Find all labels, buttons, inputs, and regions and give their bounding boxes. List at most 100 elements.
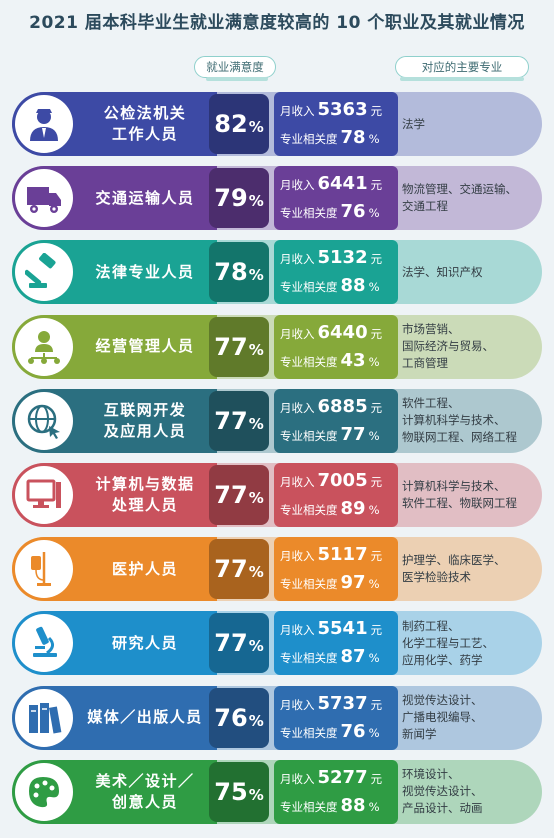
table-row: 经营管理人员 77% 月收入 6440 元专业相关度 43% 市场营销、 国际经济与贸易、 … (12, 314, 542, 379)
majors-text: 市场营销、 国际经济与贸易、 工商管理 (402, 322, 494, 371)
income-label: 月收入 (280, 475, 315, 489)
occupation-name: 公检法机关 工作人员 (103, 104, 187, 143)
relevance-percent-sign: % (368, 132, 380, 146)
relevance-label: 专业相关度 (280, 799, 338, 814)
relevance-label: 专业相关度 (280, 577, 338, 592)
income-unit: 元 (370, 771, 383, 786)
income-unit: 元 (370, 697, 383, 712)
satisfaction-percent-sign: % (248, 489, 264, 507)
relevance-value: 76 (340, 720, 366, 742)
relevance-value: 97 (340, 572, 366, 594)
income-value: 7005 (317, 470, 368, 491)
income-label: 月收入 (280, 400, 315, 415)
icon-circle (15, 614, 73, 673)
satisfaction-value: 77% (209, 390, 269, 451)
occupation-name: 美术／设计／ 创意人员 (95, 771, 195, 811)
icon-circle (15, 243, 73, 302)
income-unit: 元 (370, 475, 383, 489)
income-value: 6441 (317, 173, 368, 195)
stats-box: 月收入 6440 元专业相关度 43% (274, 314, 398, 379)
table-row: 法律专业人员 78% 月收入 5132 元专业相关度 88% 法学、知识产权 (12, 240, 542, 305)
relevance-percent-sign: % (368, 651, 380, 666)
income-value: 5117 (317, 544, 368, 566)
income-unit: 元 (370, 400, 383, 415)
income-value: 6885 (317, 395, 368, 417)
income-label: 月收入 (280, 178, 315, 193)
income-line: 月收入 5541 元 (280, 618, 382, 639)
income-unit: 元 (370, 104, 383, 118)
header-majors: 对应的主要专业 (395, 56, 529, 78)
icon-circle (15, 169, 73, 228)
microscope-icon (33, 627, 57, 658)
icon-circle (15, 317, 73, 376)
income-line: 月收入 5132 元 (280, 247, 382, 268)
icon-circle (15, 540, 73, 599)
table-row: 计算机与数据 处理人员 77% 月收入 7005 元专业相关度 89% 计算机科学与技术、 … (12, 463, 542, 527)
relevance-value: 88 (340, 275, 366, 297)
stats-box: 月收入 5737 元专业相关度 76% (274, 685, 398, 750)
icon-circle (15, 466, 73, 524)
manager-icon (28, 330, 60, 364)
income-label: 月收入 (280, 623, 315, 638)
satisfaction-percent-sign: % (248, 637, 264, 656)
income-line: 月收入 7005 元 (280, 470, 382, 491)
relevance-percent-sign: % (368, 725, 380, 740)
income-line: 月收入 6440 元 (280, 322, 382, 343)
income-line: 月收入 6885 元 (280, 396, 382, 417)
stats-box: 月收入 6885 元专业相关度 77% (274, 388, 398, 453)
occupation-name: 法律专业人员 (95, 262, 195, 281)
relevance-line: 专业相关度 77% (280, 424, 380, 445)
income-label: 月收入 (280, 104, 315, 118)
relevance-percent-sign: % (368, 577, 380, 592)
satisfaction-value: 78% (209, 242, 269, 303)
satisfaction-value: 77% (209, 539, 269, 600)
relevance-percent-sign: % (368, 503, 380, 517)
relevance-value: 87 (340, 646, 366, 668)
income-label: 月收入 (280, 697, 315, 712)
relevance-label: 专业相关度 (280, 428, 338, 443)
relevance-value: 89 (340, 498, 366, 519)
satisfaction-value: 75% (209, 761, 269, 822)
relevance-percent-sign: % (368, 206, 380, 221)
satisfaction-number: 79 (214, 184, 248, 213)
table-row: 交通运输人员 79% 月收入 6441 元专业相关度 76% 物流管理、交通运输、 交通工程 (12, 166, 542, 231)
occupation-name: 研究人员 (111, 633, 178, 652)
computer-icon (26, 479, 61, 508)
satisfaction-value: 79% (209, 168, 269, 229)
satisfaction-value: 77% (209, 316, 269, 377)
satisfaction-percent-sign: % (248, 563, 264, 582)
table-row: 公检法机关 工作人员 82% 月收入 5363 元专业相关度 78% 法学 (12, 92, 542, 156)
majors-text: 计算机科学与技术、 软件工程、物联网工程 (402, 479, 517, 510)
icon-circle (15, 95, 73, 153)
relevance-percent-sign: % (368, 799, 380, 814)
relevance-percent-sign: % (368, 428, 380, 443)
relevance-value: 78 (340, 127, 366, 148)
stats-box: 月收入 5541 元专业相关度 87% (274, 611, 398, 676)
header-satisfaction: 就业满意度 (194, 56, 276, 78)
relevance-line: 专业相关度 76% (280, 721, 380, 742)
stats-box: 月收入 5363 元专业相关度 78% (274, 92, 398, 156)
income-unit: 元 (370, 252, 383, 267)
occupation-name: 互联网开发 及应用人员 (103, 400, 187, 440)
satisfaction-value: 76% (209, 687, 269, 748)
books-icon (29, 702, 62, 734)
income-value: 5277 (317, 766, 368, 788)
relevance-label: 专业相关度 (280, 280, 338, 295)
relevance-percent-sign: % (368, 354, 380, 369)
table-row: 媒体／出版人员 76% 月收入 5737 元专业相关度 76% 视觉传达设计、 广播电视编导… (12, 685, 542, 750)
satisfaction-percent-sign: % (248, 192, 264, 211)
iv-drip-icon (31, 552, 51, 587)
occupation-name: 医护人员 (111, 559, 178, 578)
satisfaction-percent-sign: % (248, 711, 264, 730)
relevance-value: 76 (340, 201, 366, 223)
income-label: 月收入 (280, 252, 315, 267)
stats-box: 月收入 5277 元专业相关度 88% (274, 759, 398, 824)
income-label: 月收入 (280, 326, 315, 341)
income-value: 5737 (317, 692, 368, 714)
relevance-line: 专业相关度 88% (280, 795, 380, 816)
relevance-label: 专业相关度 (280, 725, 338, 740)
icon-circle (15, 688, 73, 747)
income-value: 5541 (317, 618, 368, 640)
relevance-line: 专业相关度 97% (280, 572, 380, 593)
satisfaction-value: 77% (209, 465, 269, 525)
